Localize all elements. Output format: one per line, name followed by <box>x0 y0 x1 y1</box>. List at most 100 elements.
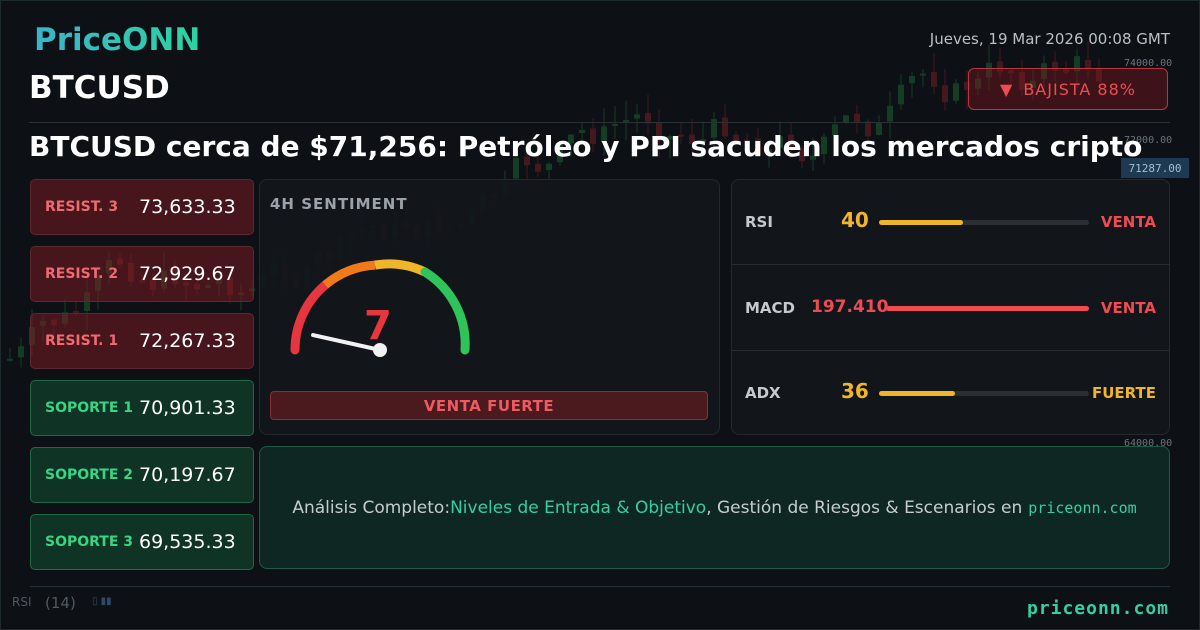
analysis-cta-banner[interactable]: Análisis Completo: Niveles de Entrada & … <box>259 446 1170 569</box>
indicator-signal: FUERTE <box>1091 384 1156 402</box>
bg-candle-body <box>568 134 574 144</box>
bg-candle-body <box>1063 69 1069 73</box>
bg-candle-body <box>964 81 970 91</box>
header-divider <box>29 122 1170 123</box>
indicator-row-macd: MACD 197.410 VENTA <box>731 265 1170 351</box>
level-value: 73,633.33 <box>139 196 236 218</box>
bg-candle-body <box>546 163 552 171</box>
bg-candle-body <box>590 128 596 144</box>
level-label: SOPORTE 3 <box>45 534 134 550</box>
priceonn-logo: PriceONN <box>34 22 201 58</box>
bg-candle-body <box>711 119 717 138</box>
bg-candle-body <box>678 134 684 137</box>
bg-candle-body <box>953 83 959 101</box>
bg-candle-body <box>524 156 530 166</box>
bg-candle-body <box>1052 61 1058 71</box>
level-label: RESIST. 1 <box>45 333 119 349</box>
bg-candle-body <box>975 78 981 89</box>
gauge-needle <box>311 333 382 352</box>
footer-site[interactable]: priceonn.com <box>1026 598 1169 619</box>
bg-candle-body <box>1041 63 1047 80</box>
bg-candle-body <box>832 124 838 136</box>
gauge-arc-green <box>420 267 470 355</box>
resistance-1-card: RESIST. 1 72,267.33 <box>30 313 254 369</box>
report-date: Jueves, 19 Mar 2026 00:08 GMT <box>929 30 1170 48</box>
bg-candle-body <box>909 76 915 84</box>
bg-candle-body <box>755 138 761 156</box>
symbol-title: BTCUSD <box>29 70 170 106</box>
indicator-row-adx: ADX 36 FUERTE <box>731 350 1170 436</box>
bg-candle-body <box>7 358 13 361</box>
trend-badge: ▼ BAJISTA 88% <box>968 68 1168 110</box>
bg-candle-body <box>920 73 926 76</box>
bg-candle-body <box>931 72 937 87</box>
bg-candle-body <box>997 61 1003 73</box>
gauge-hub <box>373 343 387 357</box>
rsi-pane-label: RSI <box>12 595 32 609</box>
bg-candle-body <box>854 113 860 123</box>
level-value: 72,267.33 <box>139 330 236 352</box>
sentiment-gauge <box>290 259 470 357</box>
bg-candle-body <box>513 158 519 179</box>
bg-candle-body <box>1074 56 1080 72</box>
bg-candle-body <box>689 134 695 144</box>
bg-candle-body <box>601 126 607 143</box>
indicator-signal: VENTA <box>1100 213 1156 231</box>
support-1-card: SOPORTE 1 70,901.33 <box>30 380 254 436</box>
bg-candle-body <box>821 136 827 155</box>
support-2-card: SOPORTE 2 70,197.67 <box>30 447 254 503</box>
bg-candle-body <box>557 144 563 163</box>
bg-candle-body <box>887 105 893 122</box>
cta-site-link[interactable]: priceonn.com <box>1028 498 1137 517</box>
indicator-track <box>879 391 1089 396</box>
indicator-divider <box>731 350 1170 351</box>
sentiment-title: 4H SENTIMENT <box>270 195 408 213</box>
rsi-pane-period: (14) <box>45 594 76 612</box>
bg-candle-body <box>865 121 871 137</box>
cta-highlight: Niveles de Entrada & Objetivo <box>450 497 707 518</box>
current-price-marker: 71287.00 <box>1121 158 1189 178</box>
indicator-fill <box>879 220 963 225</box>
bg-candle-body <box>667 136 673 140</box>
bg-candle-body <box>810 155 816 160</box>
bg-candle-body <box>634 114 640 119</box>
price-axis-label: 64000.00 <box>1124 438 1173 449</box>
level-label: RESIST. 2 <box>45 266 119 282</box>
price-axis-label: 72000.00 <box>1124 135 1173 146</box>
bg-candle-body <box>73 310 79 313</box>
indicator-name: RSI <box>745 213 773 231</box>
bg-candle-body <box>1008 70 1014 74</box>
bg-candle-body <box>799 148 805 162</box>
indicator-row-rsi: RSI 40 VENTA <box>731 179 1170 265</box>
gauge-arc-red <box>290 280 330 355</box>
bg-candle-body <box>942 85 948 103</box>
resistance-3-card: RESIST. 3 73,633.33 <box>30 179 254 235</box>
indicator-divider <box>731 264 1170 265</box>
indicator-fill <box>879 391 955 396</box>
resistance-2-card: RESIST. 2 72,929.67 <box>30 246 254 302</box>
gauge-arc-yellow <box>374 259 427 277</box>
price-axis-label: 74000.00 <box>1124 58 1173 69</box>
indicator-signal: VENTA <box>1100 299 1156 317</box>
level-value: 70,901.33 <box>139 397 236 419</box>
bg-candle-body <box>898 84 904 105</box>
bg-candle-body <box>722 117 728 137</box>
bg-candle-body <box>1085 60 1091 70</box>
bg-candle-body <box>1030 80 1036 88</box>
indicator-name: MACD <box>745 299 795 317</box>
bg-candle-body <box>788 134 794 151</box>
support-3-card: SOPORTE 3 69,535.33 <box>30 514 254 570</box>
bg-candle-body <box>1096 67 1102 82</box>
bg-candle-body <box>579 129 585 134</box>
indicator-fill <box>886 306 1089 311</box>
level-value: 72,929.67 <box>139 263 236 285</box>
bg-candle-body <box>18 346 24 358</box>
bg-candle-body <box>876 123 882 135</box>
bg-candle-body <box>612 123 618 126</box>
bg-candle-body <box>535 163 541 172</box>
trend-label: BAJISTA 88% <box>1023 79 1136 99</box>
indicator-track <box>879 220 1089 225</box>
bg-candle-body <box>843 115 849 123</box>
headline: BTCUSD cerca de $71,256: Petróleo y PPI … <box>29 130 1143 163</box>
bg-candle-body <box>700 139 706 143</box>
